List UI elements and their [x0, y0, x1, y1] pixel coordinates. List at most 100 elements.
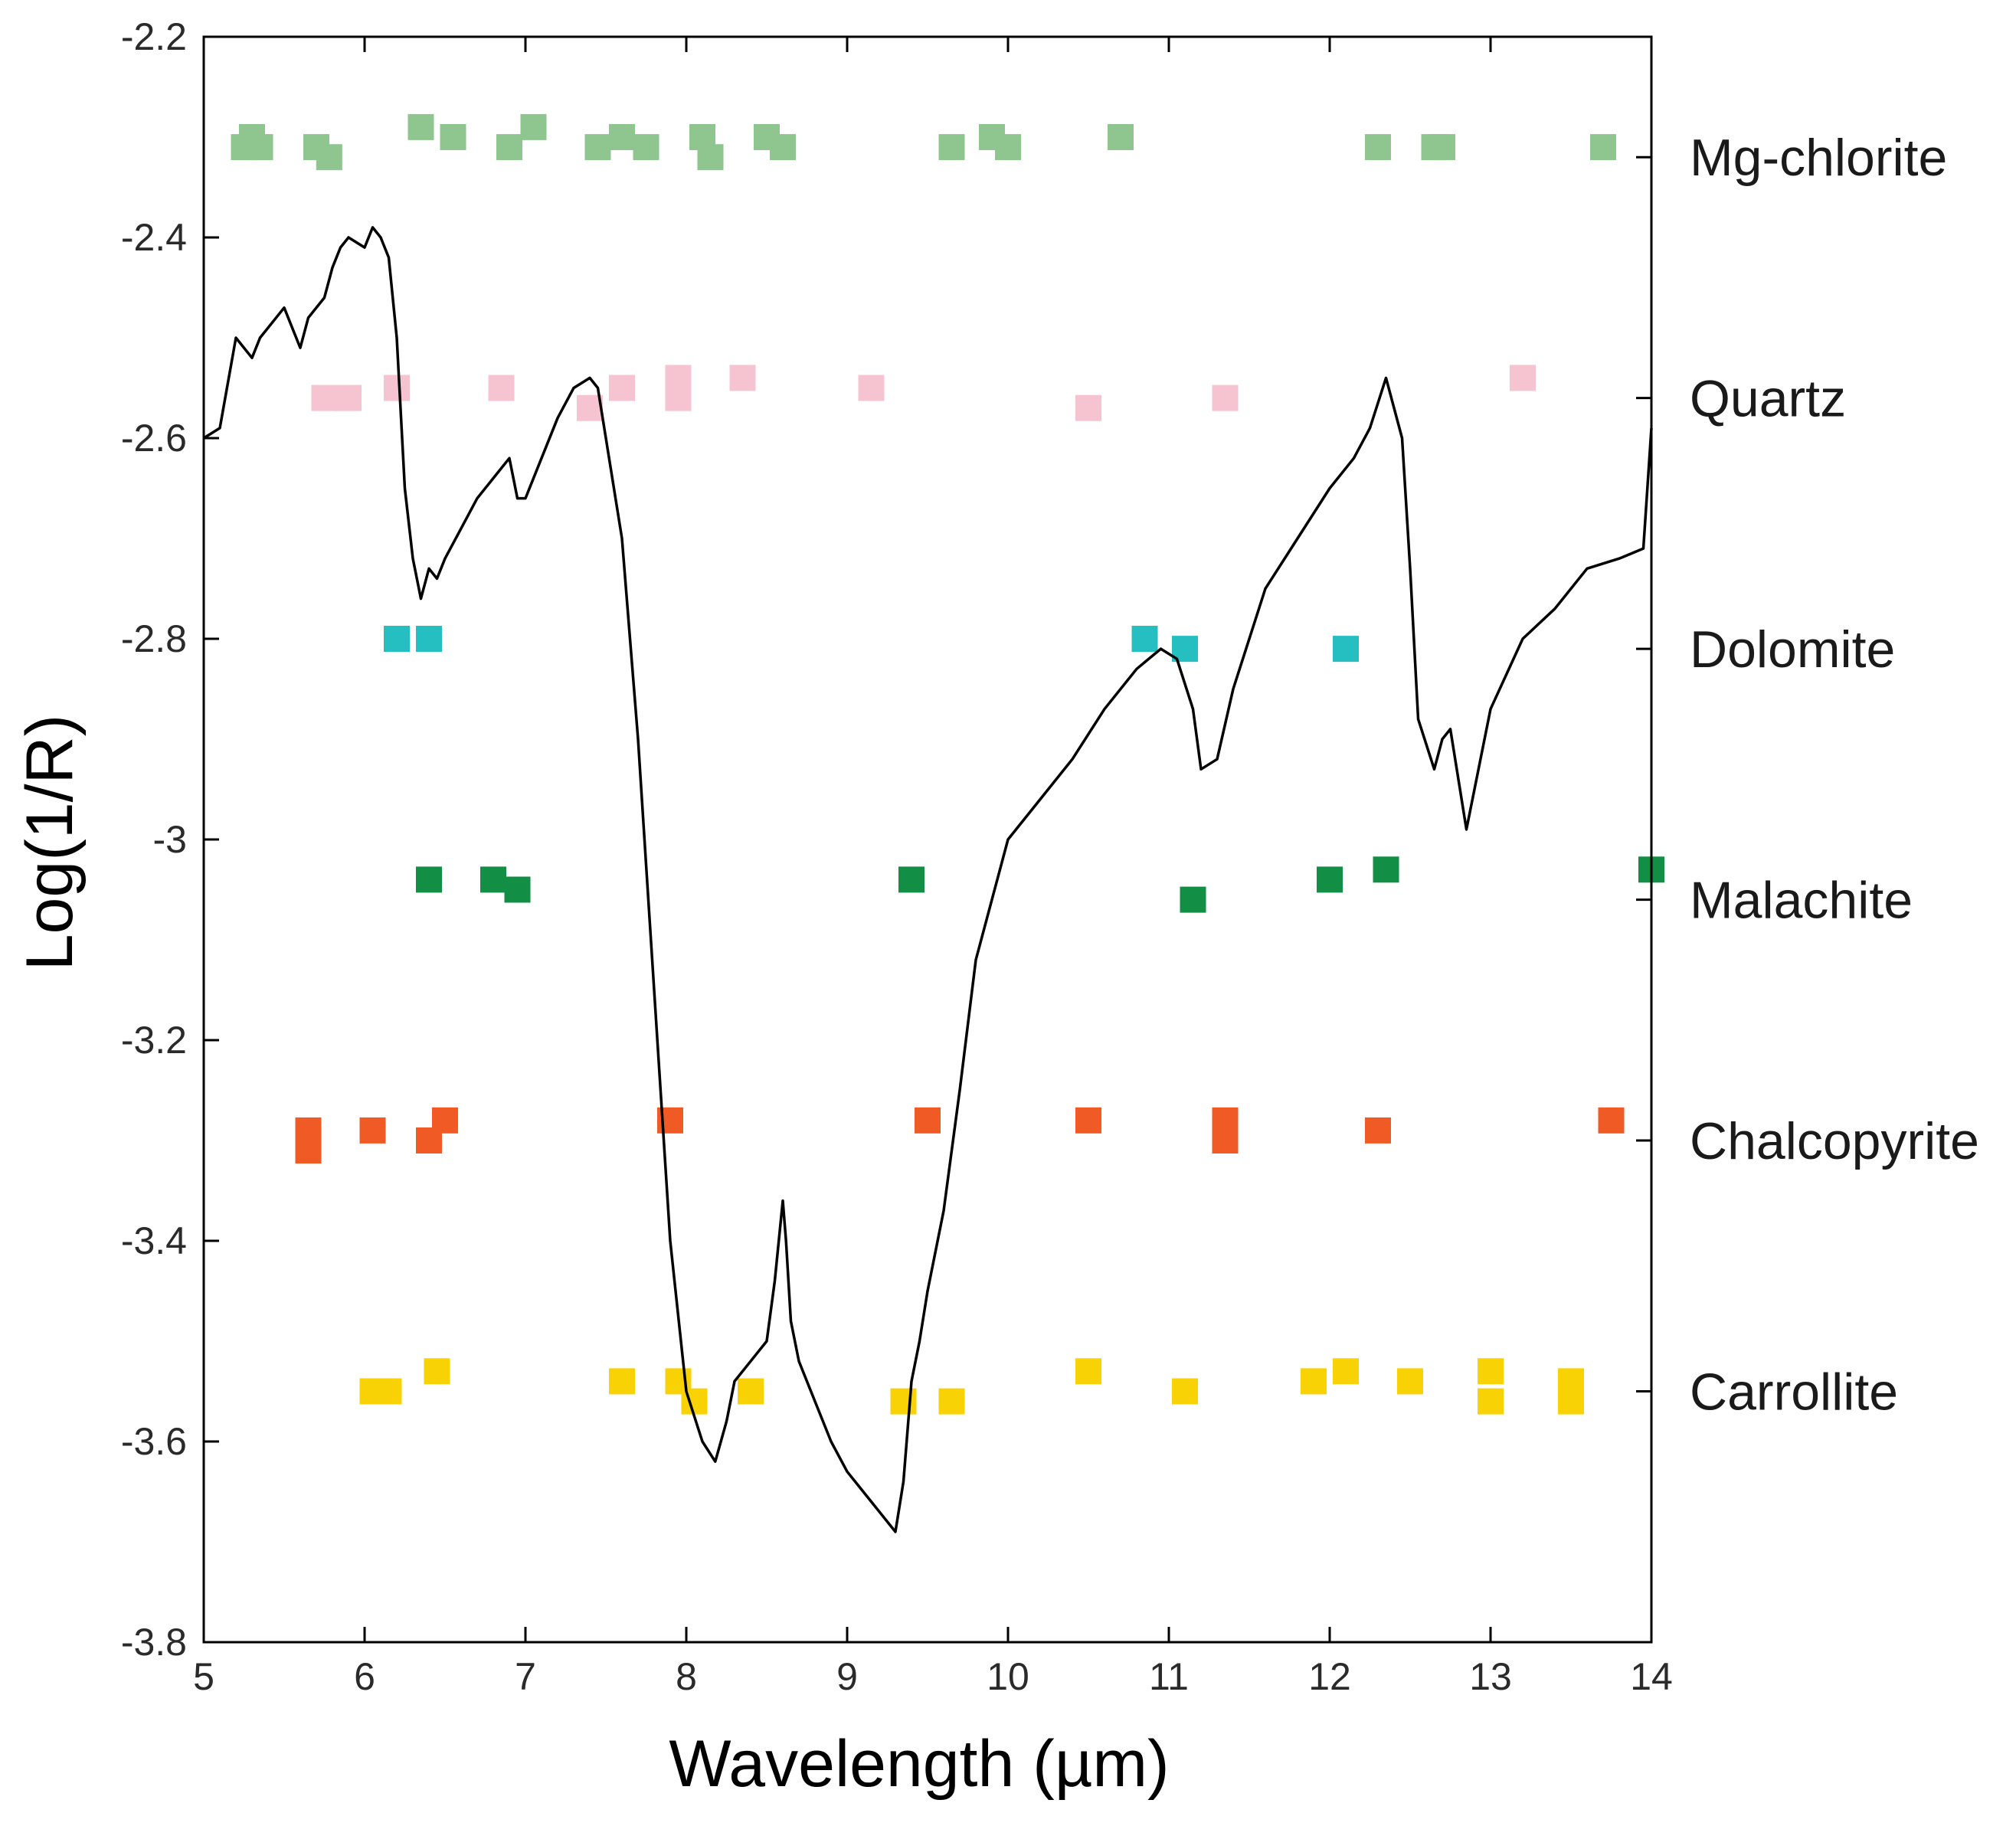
marker-chalcopyrite [915, 1107, 941, 1134]
marker-chalcopyrite [295, 1137, 322, 1164]
marker-mg-chlorite [316, 144, 342, 171]
marker-malachite [1180, 886, 1206, 913]
axes: 5 6 7 8 9 10 11 12 13 14 -2.2 -2.4 -2.6 -2.8 -3 -3.2 -3.… [121, 15, 1673, 1698]
marker-carrollite [375, 1378, 402, 1405]
marker-quartz [609, 375, 635, 401]
marker-carrollite [1558, 1388, 1584, 1415]
marker-mg-chlorite [520, 113, 547, 140]
marker-quartz [488, 375, 515, 401]
label-chalcopyrite: Chalcopyrite [1690, 1112, 1979, 1170]
marker-malachite [1317, 866, 1343, 893]
marker-quartz [1075, 394, 1101, 421]
marker-carrollite [1478, 1388, 1504, 1415]
x-tick-label: 6 [354, 1655, 375, 1698]
marker-mg-chlorite [1365, 134, 1391, 161]
marker-mg-chlorite [440, 124, 466, 150]
y-tick-label: -2.2 [121, 15, 187, 58]
marker-malachite [898, 866, 925, 893]
spectrum-line [203, 226, 1653, 1533]
marker-mg-chlorite [938, 134, 965, 161]
marker-malachite [504, 876, 531, 903]
x-tick-label: 14 [1630, 1655, 1673, 1698]
marker-mg-chlorite [584, 134, 611, 161]
marker-quartz [384, 375, 410, 401]
marker-mg-chlorite [1108, 124, 1134, 150]
y-tick-label: -2.8 [121, 617, 187, 660]
marker-mg-chlorite [247, 134, 273, 161]
x-tick-label: 7 [515, 1655, 536, 1698]
marker-mg-chlorite [496, 134, 522, 161]
marker-dolomite [1333, 636, 1359, 663]
marker-chalcopyrite [1365, 1117, 1391, 1144]
y-tick-label: -3.4 [121, 1219, 187, 1262]
series-quartz [311, 365, 1536, 421]
marker-quartz [335, 385, 362, 411]
marker-mg-chlorite [609, 124, 635, 150]
label-quartz: Quartz [1690, 370, 1846, 428]
marker-carrollite [1172, 1378, 1198, 1405]
series-mg-chlorite [231, 113, 1616, 171]
label-mg-chlorite: Mg-chlorite [1690, 129, 1947, 187]
mineral-labels: Mg-chlorite Quartz Dolomite Malachite Chalco… [1636, 129, 1979, 1422]
marker-mg-chlorite [407, 113, 434, 140]
marker-quartz [1212, 385, 1239, 411]
marker-layer [231, 113, 1664, 1415]
marker-carrollite [738, 1378, 764, 1405]
x-tick-label: 5 [193, 1655, 214, 1698]
marker-carrollite [938, 1388, 965, 1415]
marker-quartz [858, 375, 885, 401]
marker-carrollite [609, 1368, 635, 1395]
y-tick-label: -3.2 [121, 1019, 187, 1062]
marker-malachite [480, 866, 506, 893]
marker-quartz [665, 385, 692, 411]
y-tick-label: -3.6 [121, 1420, 187, 1463]
marker-carrollite [1478, 1358, 1504, 1385]
marker-quartz [311, 385, 338, 411]
marker-carrollite [424, 1358, 450, 1385]
series-chalcopyrite [295, 1107, 1625, 1164]
marker-carrollite [1333, 1358, 1359, 1385]
label-dolomite: Dolomite [1690, 620, 1895, 679]
marker-chalcopyrite [1598, 1107, 1625, 1134]
marker-carrollite [890, 1388, 917, 1415]
y-tick-label: -2.6 [121, 417, 187, 460]
marker-mg-chlorite [770, 134, 796, 161]
marker-chalcopyrite [359, 1117, 386, 1144]
x-axis-title: Wavelength (µm) [669, 1727, 1169, 1801]
marker-malachite [1373, 856, 1399, 883]
marker-mg-chlorite [697, 144, 724, 171]
y-tick-label: -3.8 [121, 1621, 187, 1664]
series-dolomite [384, 626, 1359, 663]
marker-mg-chlorite [1429, 134, 1455, 161]
marker-quartz [729, 365, 756, 391]
marker-carrollite [1397, 1368, 1423, 1395]
y-tick-label: -2.4 [121, 216, 187, 259]
marker-dolomite [1131, 626, 1158, 652]
marker-carrollite [1301, 1368, 1327, 1395]
x-tick-label: 9 [836, 1655, 858, 1698]
marker-malachite [416, 866, 442, 893]
label-malachite: Malachite [1690, 872, 1913, 930]
label-carrollite: Carrollite [1690, 1363, 1898, 1422]
x-tick-label: 13 [1469, 1655, 1512, 1698]
marker-chalcopyrite [1212, 1127, 1239, 1154]
x-tick-label: 8 [676, 1655, 697, 1698]
marker-mg-chlorite [1590, 134, 1616, 161]
marker-mg-chlorite [633, 134, 659, 161]
marker-chalcopyrite [432, 1107, 458, 1134]
x-tick-label: 11 [1149, 1655, 1189, 1698]
marker-quartz [1510, 365, 1536, 391]
x-tick-label: 10 [987, 1655, 1029, 1698]
x-tick-label: 12 [1308, 1655, 1351, 1698]
marker-dolomite [416, 626, 442, 652]
marker-chalcopyrite [1075, 1107, 1101, 1134]
series-malachite [416, 856, 1664, 913]
marker-carrollite [1075, 1358, 1101, 1385]
marker-dolomite [384, 626, 410, 652]
y-axis-title: Log(1/R) [13, 715, 87, 971]
y-tick-label: -3 [153, 818, 187, 861]
marker-mg-chlorite [995, 134, 1021, 161]
series-carrollite [359, 1358, 1584, 1415]
